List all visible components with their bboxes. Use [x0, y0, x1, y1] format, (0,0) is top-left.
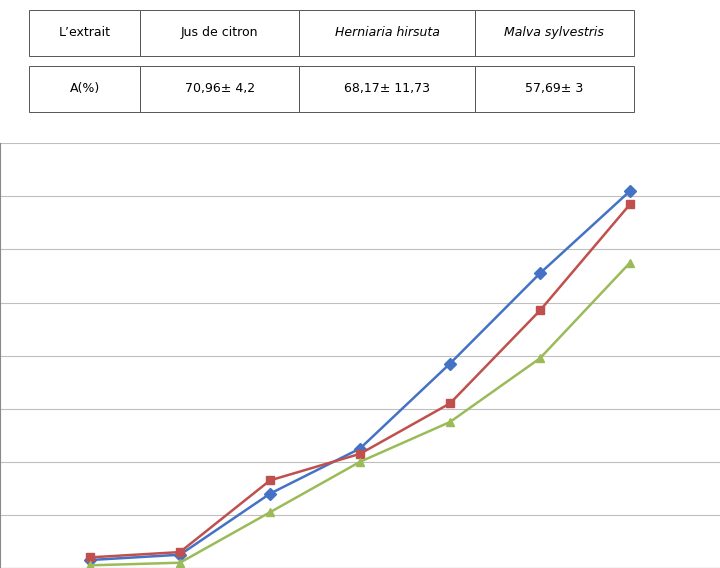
Line: A%(citron): A%(citron) — [86, 187, 634, 564]
A%(M S) — [536, 355, 544, 362]
Text: 68,17± 11,73: 68,17± 11,73 — [344, 82, 430, 95]
Bar — [29, 65, 140, 112]
A%(citron) — [176, 552, 184, 558]
A%(H H) — [266, 477, 274, 484]
Line: A%(H H): A%(H H) — [86, 200, 634, 562]
A%(M S) — [86, 562, 94, 568]
Bar — [299, 10, 475, 56]
Bar — [475, 65, 634, 112]
Text: Malva sylvestris: Malva sylvestris — [505, 26, 604, 39]
Text: Jus de citron: Jus de citron — [181, 26, 258, 39]
A%(H H) — [86, 554, 94, 561]
Line: A%(M S): A%(M S) — [86, 258, 634, 568]
A%(H H) — [356, 450, 364, 457]
A%(citron) — [86, 557, 94, 563]
A%(citron) — [356, 445, 364, 452]
Bar — [299, 65, 475, 112]
A%(M S) — [356, 458, 364, 465]
A%(H H) — [446, 400, 454, 407]
A%(citron) — [446, 360, 454, 367]
Bar — [140, 10, 299, 56]
Text: A(%): A(%) — [69, 82, 100, 95]
A%(M S) — [176, 559, 184, 566]
Bar — [29, 10, 140, 56]
A%(M S) — [626, 259, 634, 266]
Text: L’extrait: L’extrait — [58, 26, 111, 39]
A%(citron) — [536, 270, 544, 277]
A%(M S) — [446, 419, 454, 425]
Bar — [475, 10, 634, 56]
A%(H H) — [626, 201, 634, 208]
Text: 70,96± 4,2: 70,96± 4,2 — [184, 82, 255, 95]
A%(H H) — [176, 549, 184, 556]
Text: Herniaria hirsuta: Herniaria hirsuta — [335, 26, 439, 39]
Text: 57,69± 3: 57,69± 3 — [526, 82, 583, 95]
A%(M S) — [266, 509, 274, 516]
Bar — [140, 65, 299, 112]
A%(citron) — [266, 490, 274, 497]
A%(citron) — [626, 187, 634, 194]
A%(H H) — [536, 307, 544, 314]
